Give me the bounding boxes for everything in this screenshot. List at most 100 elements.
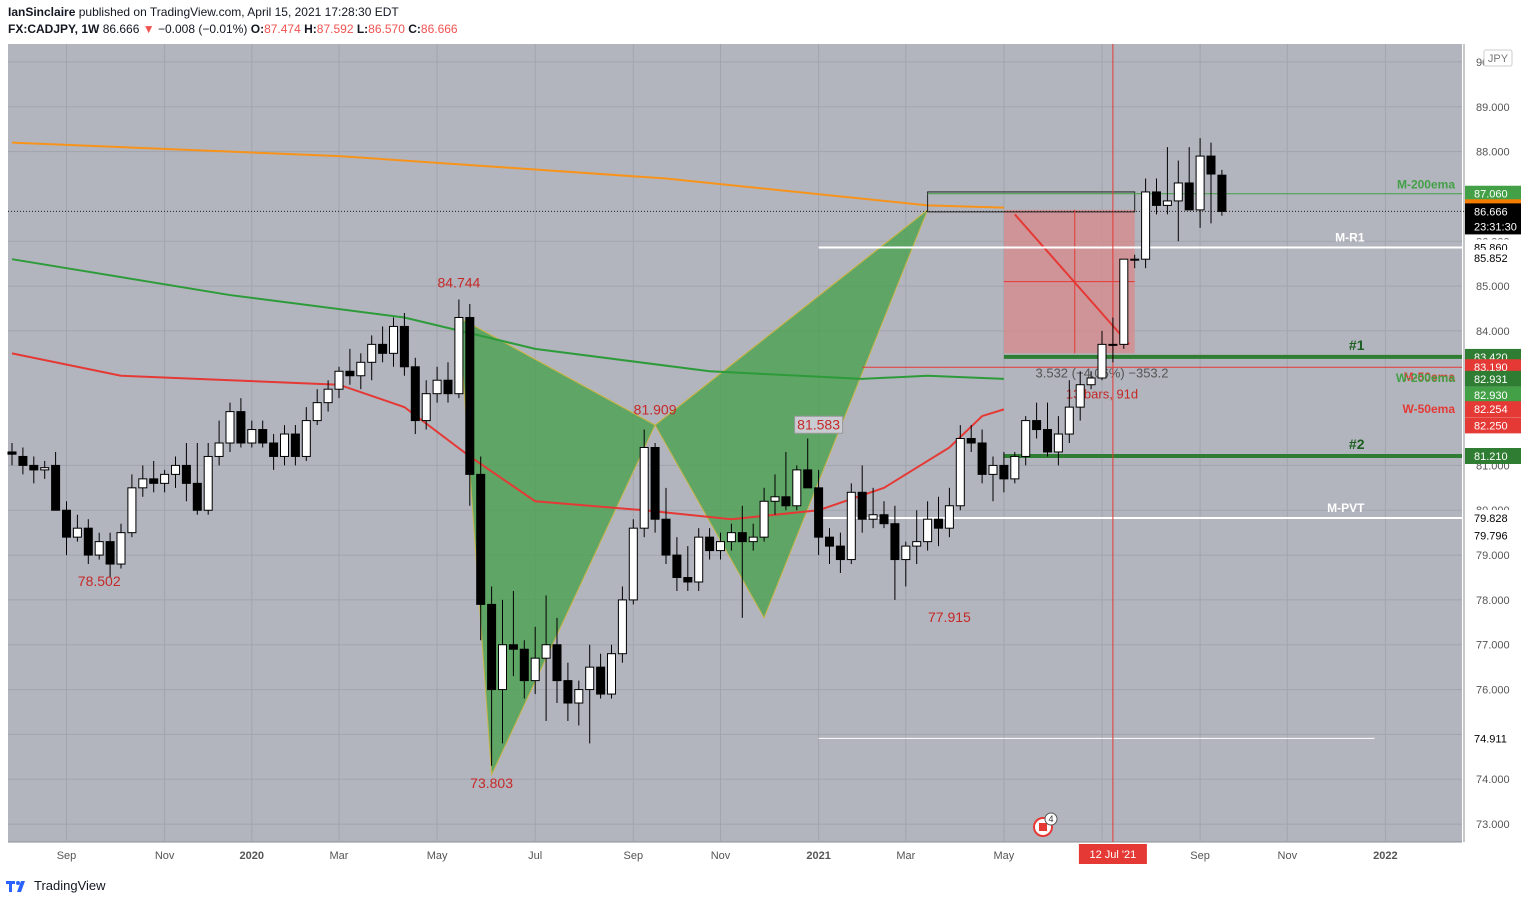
candle-body [334,370,344,390]
candle [1064,380,1074,443]
candle-body [138,478,148,489]
candle-body [617,599,627,655]
time-tick-label: Nov [155,850,175,862]
candle-body [345,370,355,377]
label-m-200ema: M-200ema [1397,178,1455,192]
candle [912,510,922,565]
currency-label: JPY [1488,53,1509,65]
time-tick-label: May [994,850,1015,862]
candle [367,335,377,381]
candle [617,586,627,663]
date-marker-label: 12 Jul '21 [1090,849,1137,861]
price-axis-background [1464,44,1530,842]
candle [258,420,268,448]
candle [1206,142,1216,224]
axis-low-level-bg [1465,730,1521,747]
price-change: −0.008 (−0.01%) [157,22,248,36]
candle-body [40,467,50,471]
candle [323,380,333,412]
candle [138,465,148,497]
candle [192,443,202,515]
candle-body [541,644,551,659]
candle-body [803,469,813,489]
candle-body [814,487,824,538]
candle [1097,330,1107,381]
price-tick-label: 73.000 [1476,819,1510,831]
brand-name[interactable]: TradingView [34,878,106,893]
candle [955,425,965,511]
publish-text: published on TradingView.com, April 15, … [78,5,399,19]
candle [171,456,180,488]
candle [290,425,300,466]
candle [519,640,529,699]
candle-body [192,482,202,511]
price-tick-label: 78.000 [1476,595,1510,607]
candle-body [399,325,409,368]
pivot-label: 84.744 [437,275,480,291]
candle-body [72,527,82,538]
candle-body [585,666,595,691]
candle [1152,178,1161,215]
pivot-label: 81.909 [634,402,677,418]
candle-body [661,518,671,556]
candle [1043,402,1052,457]
candle [1195,138,1205,228]
open-value: 87.474 [264,22,301,36]
candle-body [323,388,333,404]
author-name[interactable]: IanSinclaire [8,5,76,19]
candle [40,460,50,479]
candle-body [977,442,987,475]
candle-body [94,541,104,556]
candle [694,528,704,591]
candle [29,456,39,484]
candle-body [519,648,529,682]
label-w-200ema: W-200ema [1396,371,1455,385]
tradingview-logo-icon[interactable] [6,879,30,893]
candle-body [258,429,268,444]
event-flag-icon [1033,812,1058,837]
candle-body [607,653,616,695]
time-tick-label: Sep [1190,850,1210,862]
candle-body [421,393,431,422]
candle [236,398,246,448]
candle-body [846,491,856,561]
axis-ema50-weekly: 82.254 [1474,404,1508,416]
ema200-monthly-line [11,141,1004,209]
axis-m-pvt: 79.828 [1474,513,1508,525]
pivot-label: 77.915 [928,609,971,625]
candle [683,546,693,591]
axis-m-pvt-bg [1465,509,1521,526]
candle-body [944,505,954,529]
candle [530,626,540,695]
candle [944,487,954,538]
candle-body [890,523,900,561]
candle [432,366,442,403]
candle [116,523,126,569]
candle [127,474,137,538]
candle-body [443,379,453,395]
candle-body [378,343,388,354]
candle [846,483,856,565]
candle [1130,254,1140,269]
candle [999,451,1009,493]
candle-body [596,666,606,695]
candle-body [781,496,791,507]
candle [160,469,170,493]
time-tick-label: Sep [624,850,644,862]
axis-w200-alt: 82.930 [1474,390,1508,402]
candle-body [127,487,137,534]
candle-body [116,532,126,565]
currency-badge [1483,49,1513,67]
candle [498,599,507,744]
pivot-label: 73.803 [470,775,513,791]
candle [552,617,562,704]
candle-body [530,657,540,682]
candle-body [1217,174,1227,212]
candle-body [149,478,159,484]
candle [62,501,71,556]
price-tick-label: 76.000 [1476,685,1510,697]
level-label-m-pvt: M-PVT [1327,501,1365,515]
level-label-target-1: #1 [1349,337,1365,353]
candle [814,469,824,556]
